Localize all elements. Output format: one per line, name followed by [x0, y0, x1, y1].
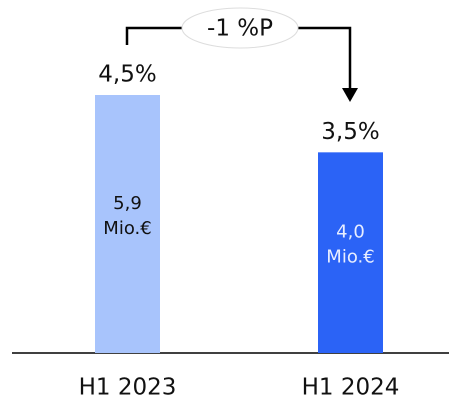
value-label: 3,5%	[321, 119, 379, 145]
annotation-bubble	[181, 7, 299, 49]
inner-label: Mio.€	[326, 247, 374, 268]
bar	[95, 95, 160, 353]
inner-label: 5,9	[113, 193, 142, 214]
inner-label: 4,0	[336, 222, 365, 243]
inner-label: Mio.€	[103, 218, 151, 239]
x-tick-label: H1 2024	[302, 375, 400, 401]
annotation: -1 %P	[207, 16, 273, 42]
arrow-head	[342, 88, 358, 102]
bar	[318, 152, 383, 353]
value-label: 4,5%	[98, 62, 156, 88]
x-tick-label: H1 2023	[79, 375, 177, 401]
